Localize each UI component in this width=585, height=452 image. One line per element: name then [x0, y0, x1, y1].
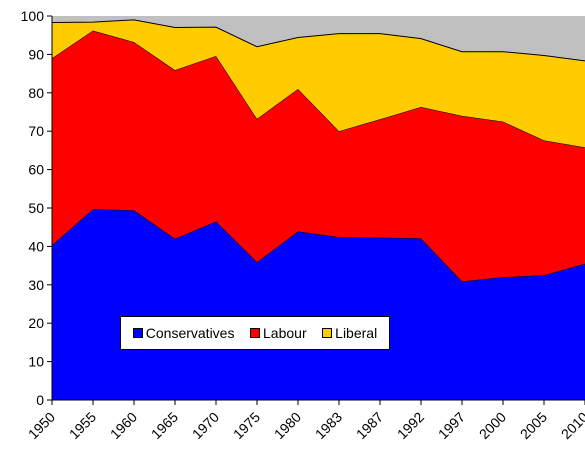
- x-tick-label-1975: 1975: [230, 409, 263, 442]
- x-tick-label-1980: 1980: [271, 409, 304, 442]
- y-tick-label-0: 0: [36, 392, 44, 408]
- y-tick-label-40: 40: [28, 238, 44, 254]
- area-labour: [52, 30, 585, 282]
- x-tick-label-1992: 1992: [394, 409, 427, 442]
- x-tick-label-1983: 1983: [312, 409, 345, 442]
- legend-swatch-conservatives: [132, 328, 143, 338]
- y-tick-label-70: 70: [28, 123, 44, 139]
- y-tick-label-60: 60: [28, 162, 44, 178]
- legend-label-labour: Labour: [263, 325, 307, 341]
- x-tick-label-1970: 1970: [189, 409, 222, 442]
- y-tick-label-30: 30: [28, 277, 44, 293]
- x-tick-label-1955: 1955: [66, 409, 99, 442]
- x-tick-label-2010: 2010: [558, 409, 585, 442]
- area-conservatives: [52, 209, 585, 400]
- y-tick-label-20: 20: [28, 315, 44, 331]
- x-tick-label-1960: 1960: [107, 409, 140, 442]
- y-tick-label-100: 100: [21, 8, 45, 24]
- area-liberal: [52, 19, 585, 148]
- series-line-liberal: [51, 19, 585, 62]
- legend-label-conservatives: Conservatives: [145, 325, 235, 341]
- x-tick-label-1965: 1965: [148, 409, 181, 442]
- x-tick-label-1950: 1950: [25, 409, 58, 442]
- x-tick-label-2005: 2005: [517, 409, 550, 442]
- legend-label-liberal: Liberal: [335, 325, 378, 341]
- legend-item-liberal: Liberal: [322, 325, 377, 341]
- y-tick-label-10: 10: [28, 354, 44, 370]
- x-tick-label-1987: 1987: [353, 409, 386, 442]
- legend-swatch-labour: [250, 328, 261, 338]
- x-tick-label-1997: 1997: [435, 409, 468, 442]
- series-line-labour: [51, 30, 585, 148]
- legend-swatch-liberal: [322, 328, 333, 338]
- legend-item-conservatives: Conservatives: [132, 325, 235, 341]
- x-tick-label-2000: 2000: [476, 409, 509, 442]
- legend: Conservatives Labour Liberal: [120, 316, 390, 350]
- y-tick-label-50: 50: [28, 200, 44, 216]
- y-tick-label-90: 90: [28, 46, 44, 62]
- y-tick-label-80: 80: [28, 85, 44, 101]
- legend-item-labour: Labour: [250, 325, 307, 341]
